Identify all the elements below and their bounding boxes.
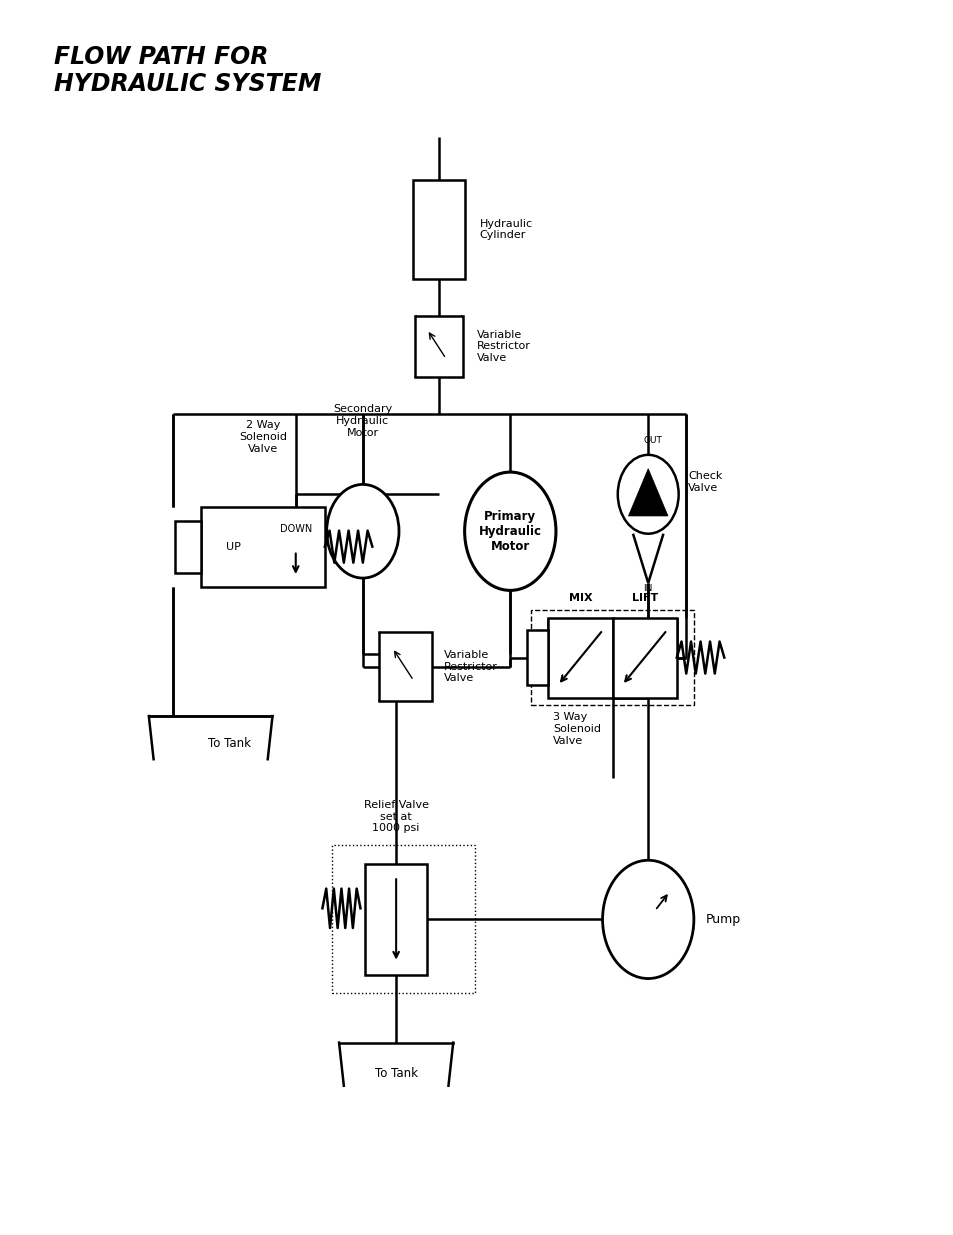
Text: To Tank: To Tank [208,737,251,750]
Bar [612,618,676,698]
Text: 3 Way
Solenoid
Valve: 3 Way Solenoid Valve [553,713,600,746]
Text: Pump: Pump [704,913,740,926]
Text: FLOW PATH FOR
HYDRAULIC SYSTEM: FLOW PATH FOR HYDRAULIC SYSTEM [53,44,321,96]
Text: UP: UP [226,542,241,552]
Text: To Tank: To Tank [375,1067,417,1079]
Circle shape [602,861,693,978]
Text: Relief Valve
set at
1000 psi: Relief Valve set at 1000 psi [363,800,428,834]
Text: Secondary
Hydraulic
Motor: Secondary Hydraulic Motor [333,404,392,437]
Text: MIX: MIX [568,593,592,603]
Text: 2 Way
Solenoid
Valve: 2 Way Solenoid Valve [238,420,287,453]
Bar [548,618,612,698]
Bar [201,506,324,587]
Text: Check
Valve: Check Valve [687,472,721,493]
Bar [378,632,432,701]
Bar [332,846,475,993]
Bar [413,180,465,279]
Bar [415,316,462,377]
Circle shape [326,484,398,578]
Text: IN: IN [642,584,652,593]
Text: LIFT: LIFT [631,593,657,603]
Text: OUT: OUT [642,436,661,445]
Bar [531,610,693,705]
Text: Primary
Hydraulic
Motor: Primary Hydraulic Motor [478,510,541,553]
Text: Variable
Restrictor
Valve: Variable Restrictor Valve [443,650,497,683]
Bar [527,630,548,685]
Text: Hydraulic
Cylinder: Hydraulic Cylinder [478,219,532,240]
Bar [174,521,201,573]
Text: DOWN: DOWN [279,524,312,534]
Text: Variable
Restrictor
Valve: Variable Restrictor Valve [476,330,530,363]
Circle shape [618,454,678,534]
Bar [365,864,427,974]
Circle shape [464,472,556,590]
Polygon shape [628,468,667,516]
